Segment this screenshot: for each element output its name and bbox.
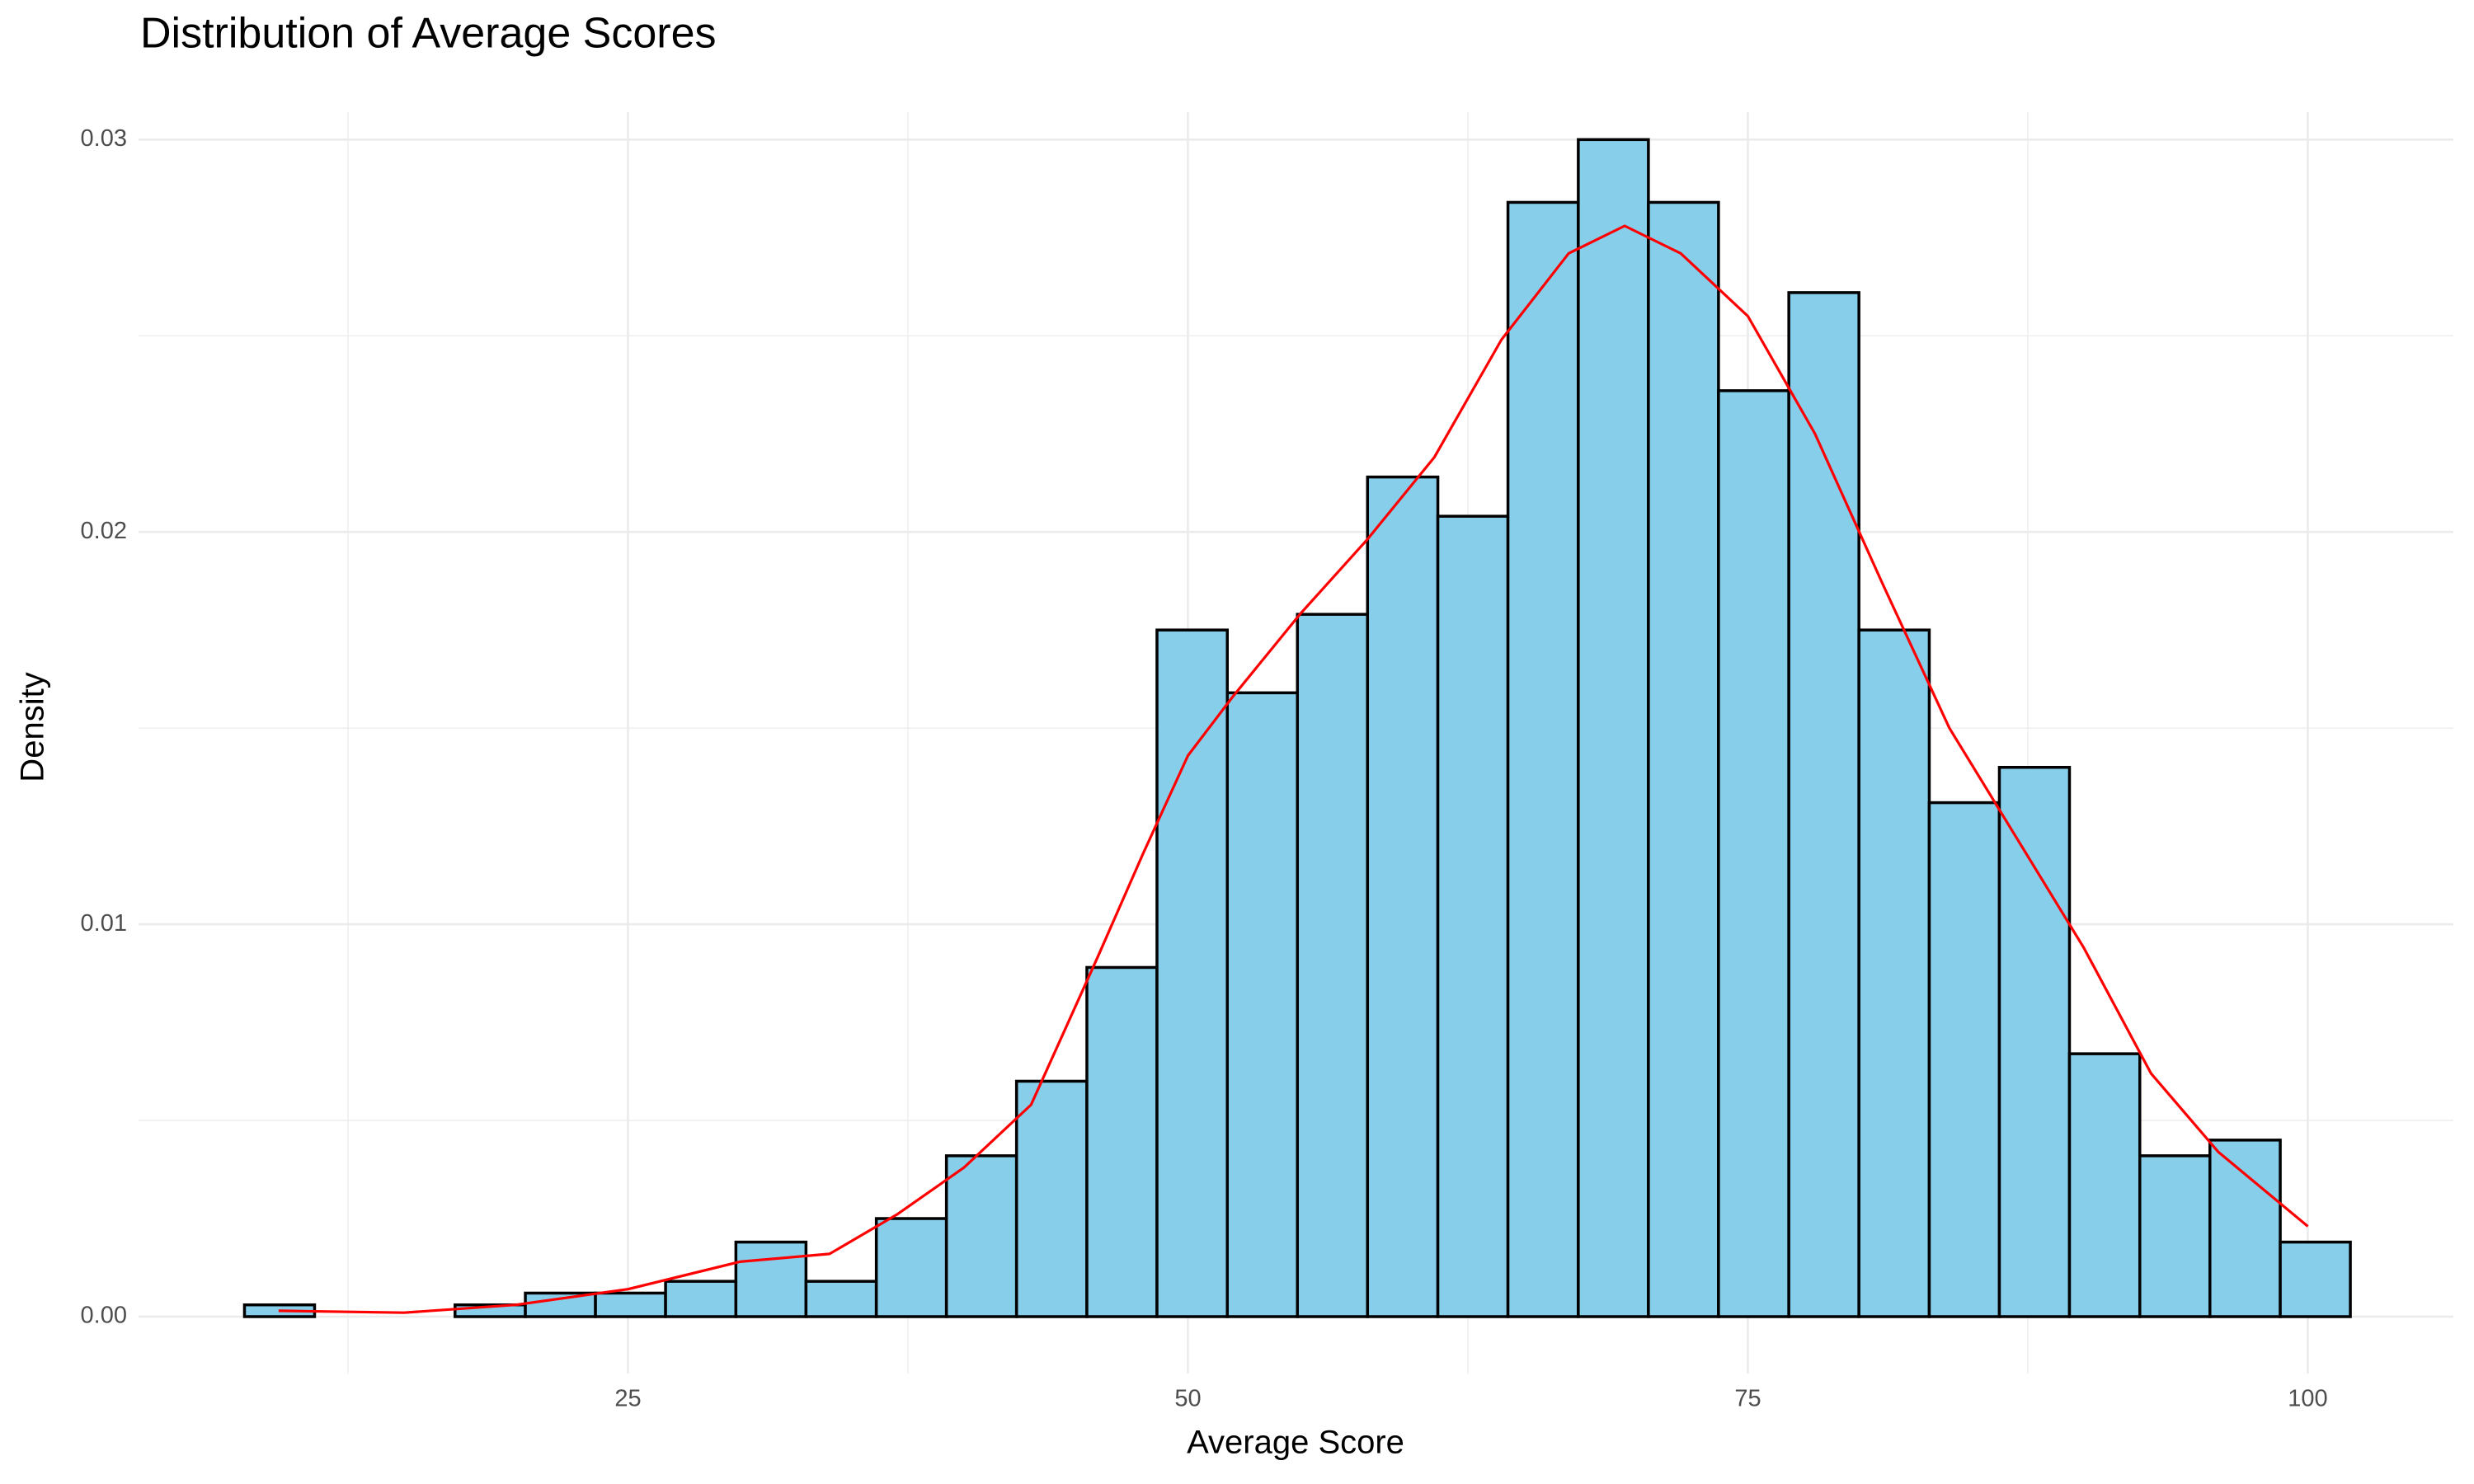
y-axis-title: Density: [15, 672, 51, 782]
y-tick-label: 0.00: [81, 1303, 127, 1329]
x-tick-label: 25: [614, 1386, 641, 1412]
bar: [1014, 1079, 1089, 1318]
chart-title: Distribution of Average Scores: [140, 10, 717, 58]
bar: [1577, 138, 1650, 1318]
y-tick-label: 0.02: [81, 518, 127, 544]
bar: [1296, 613, 1370, 1318]
bar: [1225, 691, 1300, 1318]
bar: [2138, 1154, 2212, 1318]
bar: [2208, 1139, 2282, 1318]
y-tick-label: 0.03: [81, 125, 127, 152]
bar: [1997, 765, 2072, 1318]
bar: [1506, 200, 1580, 1318]
bar: [664, 1280, 738, 1318]
x-tick-label: 75: [1734, 1386, 1761, 1412]
bar: [804, 1280, 878, 1318]
bar: [1647, 200, 1720, 1318]
bar: [1787, 291, 1860, 1318]
x-tick-label: 50: [1174, 1386, 1201, 1412]
density-curve: [278, 224, 2309, 1314]
bar: [1436, 514, 1510, 1318]
x-axis-title: Average Score: [1187, 1425, 1404, 1461]
bar: [1085, 965, 1159, 1318]
bar: [944, 1154, 1018, 1318]
bar: [1857, 628, 1931, 1318]
bar: [2279, 1240, 2352, 1318]
bar: [874, 1217, 948, 1318]
bar: [1927, 801, 2001, 1318]
bar: [2067, 1052, 2142, 1318]
y-tick-label: 0.01: [81, 910, 127, 937]
bar: [1366, 475, 1440, 1318]
bar: [1155, 628, 1230, 1318]
bar: [1717, 389, 1790, 1318]
x-tick-label: 100: [2288, 1386, 2327, 1412]
bar: [524, 1291, 597, 1318]
bar: [734, 1240, 808, 1318]
bar: [594, 1291, 667, 1318]
